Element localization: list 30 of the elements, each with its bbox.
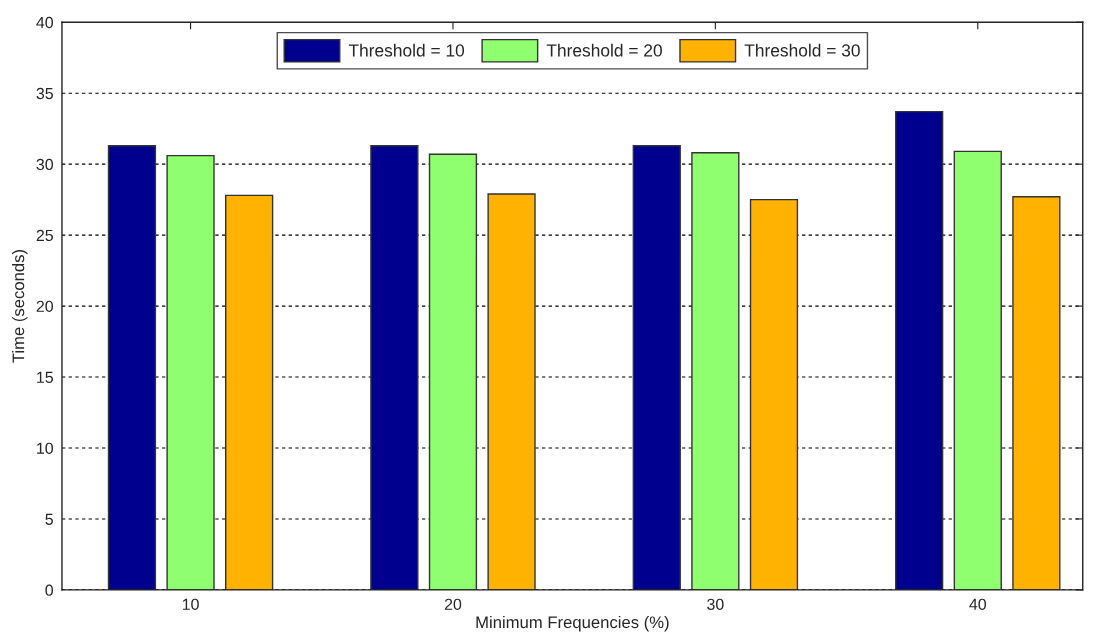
y-tick-label: 20 [36,300,54,313]
y-axis-title: Time (seconds) [12,249,28,363]
bar [953,150,1002,590]
bar [749,198,799,590]
bar [691,152,740,590]
y-tick-label: 40 [36,16,54,29]
y-tick-label: 0 [45,584,54,596]
legend-label: Threshold = 30 [744,43,860,57]
y-tick-label: 35 [36,87,53,100]
x-axis-title: Minimum Frequencies (%) [476,615,669,632]
bar [895,110,944,590]
y-tick-label: 15 [37,371,53,383]
x-tick-label: 30 [707,598,724,610]
legend-label: Threshold = 20 [546,43,662,57]
y-tick-label: 25 [36,229,53,242]
y-tick-label: 5 [45,513,53,525]
y-tick-label: 10 [37,442,54,454]
bar [225,194,274,590]
y-tick-label: 30 [36,158,54,171]
bar [428,153,478,590]
legend-label: Threshold = 10 [348,43,465,57]
x-tick-label: 40 [969,598,987,610]
bar [370,145,419,590]
bar [487,193,536,590]
bar [1012,196,1061,590]
x-tick-label: 10 [182,598,199,610]
bar [166,154,215,590]
bar [632,145,681,590]
bar [107,145,157,590]
x-tick-label: 20 [444,598,462,610]
